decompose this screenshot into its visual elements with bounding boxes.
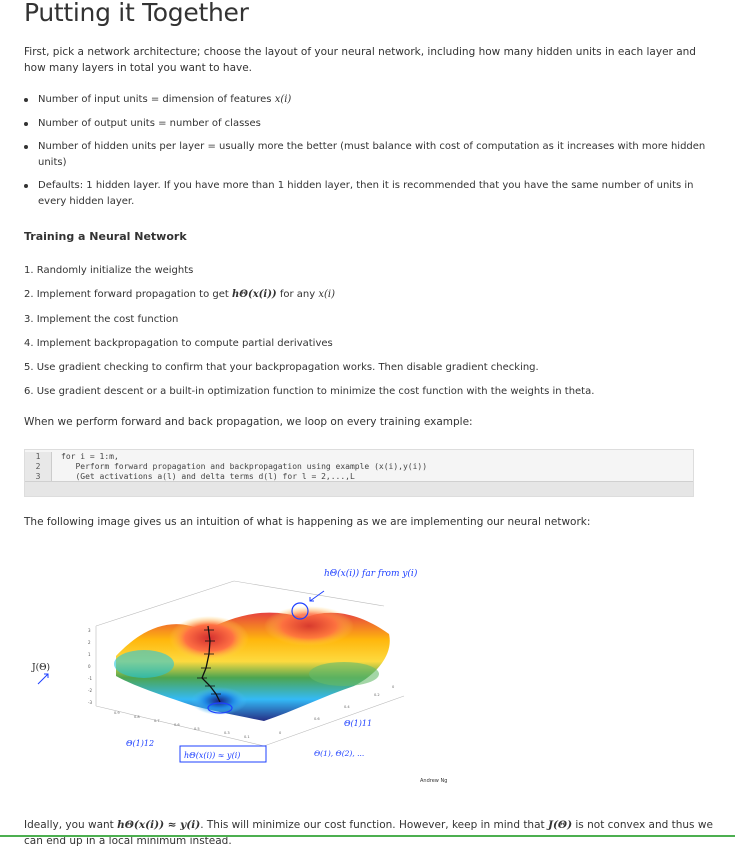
z-ticks: 3 2 1 0 -1 -2 -3 xyxy=(88,628,92,705)
svg-text:0: 0 xyxy=(392,685,395,689)
conclusion-math: J(Θ) xyxy=(547,818,573,831)
svg-text:0.4: 0.4 xyxy=(344,705,350,709)
svg-text:0.7: 0.7 xyxy=(154,719,160,723)
list-item: 3. Implement the cost function xyxy=(24,313,179,325)
step-text: 2. Implement forward propagation to get xyxy=(24,289,232,301)
list-item: Number of input units = dimension of fea… xyxy=(24,92,714,108)
line-number: 3 xyxy=(25,472,52,482)
end-circle xyxy=(207,702,233,714)
arrow-icon xyxy=(309,590,325,602)
conclusion-paragraph: Ideally, you want hΘ(x(i)) ≈ y(i). This … xyxy=(24,817,714,849)
list-item: 2. Implement forward propagation to get … xyxy=(24,287,714,303)
list-item: Number of hidden units per layer = usual… xyxy=(24,139,714,170)
svg-text:-2: -2 xyxy=(88,688,92,693)
list-item: 5. Use gradient checking to confirm that… xyxy=(24,362,539,374)
svg-text:0: 0 xyxy=(88,664,91,669)
bottom-border xyxy=(0,835,735,837)
page-title: Putting it Together xyxy=(24,0,249,27)
theta12-label: Θ(1)12 xyxy=(126,739,154,748)
theta11-label: Θ(1)11 xyxy=(344,719,372,728)
line-number: 1 xyxy=(25,452,52,462)
svg-text:-1: -1 xyxy=(88,676,92,681)
list-item: Defaults: 1 hidden layer. If you have mo… xyxy=(24,178,714,209)
svg-text:0.6: 0.6 xyxy=(174,723,180,727)
loop-sentence: When we perform forward and back propaga… xyxy=(24,416,473,428)
training-steps: 1. Randomly initialize the weights 2. Im… xyxy=(24,263,714,409)
arrow-icon xyxy=(37,673,49,685)
surface-valley xyxy=(114,650,174,678)
code-line: for i = 1:m, xyxy=(61,452,119,461)
step-math: hΘ(x(i)) xyxy=(232,289,277,301)
svg-text:0.3: 0.3 xyxy=(224,731,230,735)
intuition-sentence: The following image gives us an intuitio… xyxy=(24,516,591,528)
svg-text:3: 3 xyxy=(88,628,91,633)
list-item: Number of output units = number of class… xyxy=(24,116,714,132)
step-text-suffix: for any xyxy=(276,289,319,301)
code-row: 1 for i = 1:m, xyxy=(25,452,693,462)
x-ticks: 0.9 0.8 0.7 0.6 0.5 0.3 0.1 0 0.6 0.4 0.2 0 xyxy=(114,685,395,739)
svg-text:0.2: 0.2 xyxy=(374,693,380,697)
code-row: 3 (Get activations a(l) and delta terms … xyxy=(25,472,693,482)
annotations: J(Θ) Θ(1)12 Θ(1)11 hΘ(x(i)) far from y(i… xyxy=(31,568,418,763)
svg-text:0.1: 0.1 xyxy=(244,735,250,739)
surface-valley xyxy=(309,662,379,686)
code-line: (Get activations a(l) and delta terms d(… xyxy=(61,472,355,481)
horizontal-scrollbar[interactable] xyxy=(25,481,693,496)
list-item: 1. Randomly initialize the weights xyxy=(24,265,194,276)
list-item: 6. Use gradient descent or a built-in op… xyxy=(24,386,595,398)
start-circle xyxy=(291,602,309,620)
descent-path xyxy=(197,625,221,703)
step-math-2: x(i) xyxy=(318,289,335,301)
note-bottom: hΘ(x(i)) ≈ y(i) xyxy=(184,751,240,760)
intro-paragraph: First, pick a network architecture; choo… xyxy=(24,46,696,74)
section-heading: Training a Neural Network xyxy=(24,230,187,243)
svg-text:0.8: 0.8 xyxy=(134,715,140,719)
svg-text:-3: -3 xyxy=(88,700,92,705)
code-block[interactable]: 1 for i = 1:m, 2 Perform forward propaga… xyxy=(24,449,694,497)
line-number: 2 xyxy=(25,462,52,472)
code-line: Perform forward propagation and backprop… xyxy=(61,462,428,471)
bullet-math: x(i) xyxy=(274,94,292,105)
note-top: hΘ(x(i)) far from y(i) xyxy=(324,568,418,579)
surface-peak xyxy=(264,606,354,646)
conclusion-math: hΘ(x(i)) ≈ y(i) xyxy=(117,818,201,831)
bullet-text: Number of input units = dimension of fea… xyxy=(38,94,275,105)
signature: Andrew Ng xyxy=(420,778,447,784)
cost-surface-figure: 3 2 1 0 -1 -2 -3 xyxy=(24,546,450,790)
architecture-list: Number of input units = dimension of fea… xyxy=(24,92,714,217)
svg-text:0.6: 0.6 xyxy=(314,717,320,721)
cost-surface-illustration: 3 2 1 0 -1 -2 -3 xyxy=(31,568,447,784)
svg-text:0.9: 0.9 xyxy=(114,711,120,715)
conclusion-text: . This will minimize our cost function. … xyxy=(200,818,548,831)
svg-text:2: 2 xyxy=(88,640,91,645)
svg-text:1: 1 xyxy=(88,652,91,657)
code-row: 2 Perform forward propagation and backpr… xyxy=(25,462,693,472)
conclusion-text: Ideally, you want xyxy=(24,818,118,831)
jtheta-label: J(Θ) xyxy=(31,662,50,673)
svg-text:0.5: 0.5 xyxy=(194,727,200,731)
svg-text:0: 0 xyxy=(279,731,282,735)
note-box xyxy=(179,745,267,763)
axes-box xyxy=(95,580,405,747)
note-thetas: Θ(1), Θ(2), ... xyxy=(314,749,364,758)
list-item: 4. Implement backpropagation to compute … xyxy=(24,337,333,349)
